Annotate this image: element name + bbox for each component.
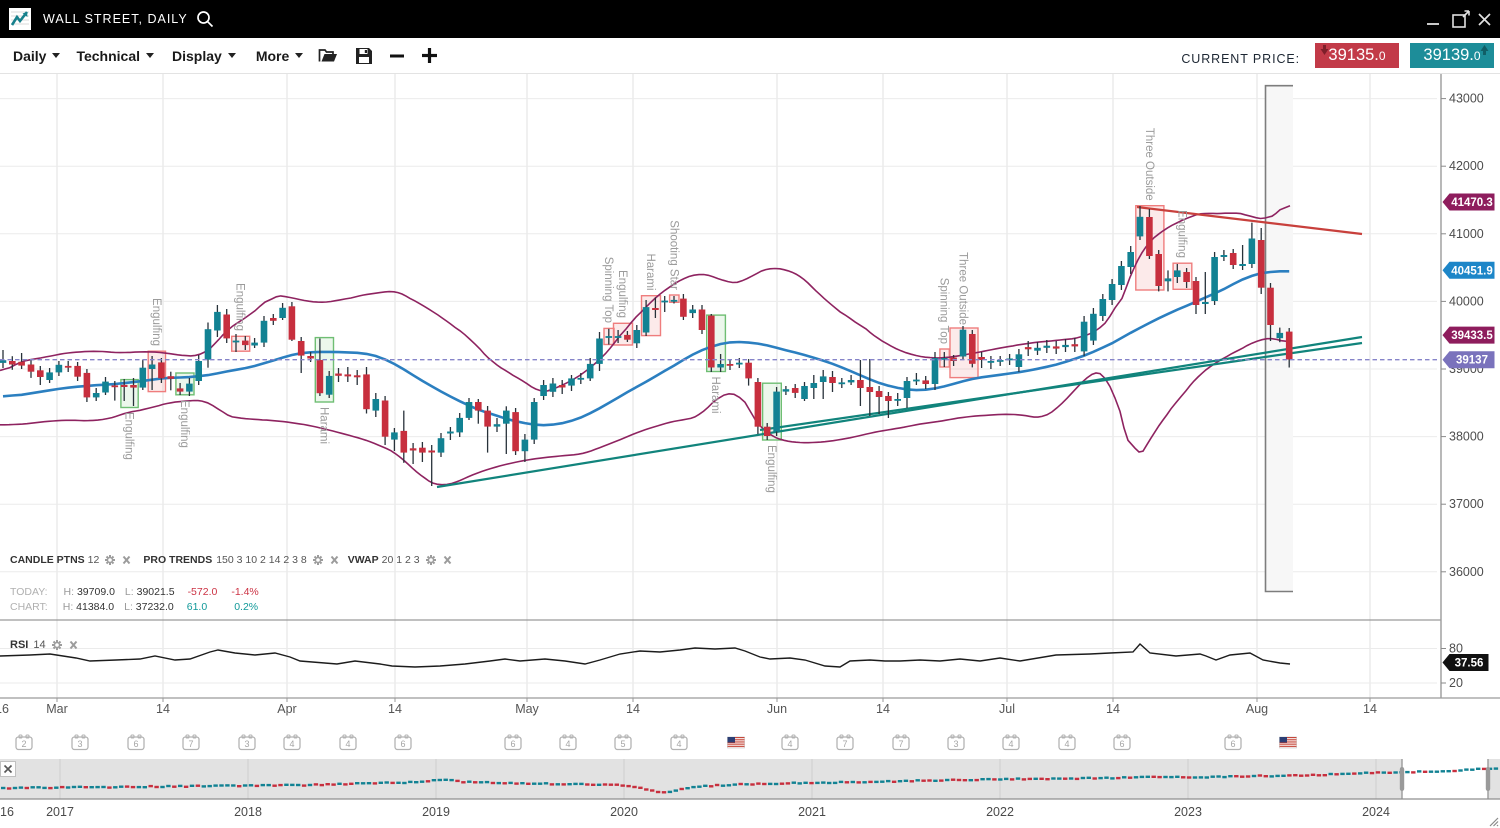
svg-text:Engulfing: Engulfing [178,400,190,448]
svg-text:Engulfing: Engulfing [234,283,246,331]
svg-text:Harami: Harami [709,377,721,414]
svg-text:4: 4 [1064,739,1069,749]
svg-text:41000: 41000 [1449,227,1484,241]
svg-text:Aug: Aug [1246,702,1268,716]
svg-text:Engulfing: Engulfing [616,270,628,318]
svg-text:6: 6 [1230,739,1235,749]
svg-text:7: 7 [842,739,847,749]
svg-text:4: 4 [676,739,681,749]
svg-text:16: 16 [0,805,14,819]
svg-text:14: 14 [1363,702,1377,716]
svg-text:6: 6 [400,739,405,749]
svg-text:Harami: Harami [644,253,656,290]
svg-text:7: 7 [898,739,903,749]
svg-text:14: 14 [388,702,402,716]
svg-text:3: 3 [77,739,82,749]
svg-text:2020: 2020 [610,805,638,819]
svg-text:Engulfing: Engulfing [150,298,162,346]
svg-text:16: 16 [0,702,9,716]
svg-text:4: 4 [1008,739,1013,749]
svg-text:14: 14 [626,702,640,716]
svg-text:38000: 38000 [1449,430,1484,444]
svg-text:43000: 43000 [1449,92,1484,106]
svg-text:4: 4 [565,739,570,749]
svg-text:2021: 2021 [798,805,826,819]
svg-text:39137: 39137 [1456,355,1488,367]
svg-text:May: May [515,702,539,716]
svg-text:5: 5 [620,739,625,749]
svg-text:Engulfing: Engulfing [765,445,777,493]
svg-text:Three Outside: Three Outside [1143,128,1155,201]
svg-text:6: 6 [1119,739,1124,749]
svg-text:3: 3 [244,739,249,749]
svg-text:Spinning Top: Spinning Top [602,257,614,323]
svg-text:36000: 36000 [1449,565,1484,579]
svg-text:Mar: Mar [46,702,68,716]
svg-text:14: 14 [1106,702,1120,716]
svg-text:Spinning Top: Spinning Top [938,278,950,344]
svg-text:20: 20 [1449,676,1463,690]
svg-text:2022: 2022 [986,805,1014,819]
svg-text:2023: 2023 [1174,805,1202,819]
svg-text:Jun: Jun [767,702,787,716]
svg-text:Engulfing: Engulfing [1175,210,1187,258]
svg-text:7: 7 [188,739,193,749]
svg-text:14: 14 [876,702,890,716]
svg-text:14: 14 [156,702,170,716]
svg-text:37.56: 37.56 [1455,658,1484,670]
svg-text:40451.9: 40451.9 [1451,265,1493,277]
svg-text:2019: 2019 [422,805,450,819]
svg-text:Engulfing: Engulfing [123,412,135,460]
svg-text:Harami: Harami [317,407,329,444]
svg-text:2024: 2024 [1362,805,1390,819]
svg-text:3: 3 [953,739,958,749]
svg-text:Shooting Star: Shooting Star [667,220,679,290]
svg-text:80: 80 [1449,642,1463,656]
svg-text:6: 6 [133,739,138,749]
svg-text:4: 4 [289,739,294,749]
svg-text:6: 6 [510,739,515,749]
svg-text:4: 4 [345,739,350,749]
svg-text:Jul: Jul [999,702,1015,716]
svg-text:Three Outside: Three Outside [957,252,969,325]
svg-text:Apr: Apr [277,702,296,716]
svg-text:2017: 2017 [46,805,74,819]
svg-text:40000: 40000 [1449,294,1484,308]
svg-text:39433.5: 39433.5 [1451,330,1493,342]
svg-text:42000: 42000 [1449,159,1484,173]
svg-text:4: 4 [787,739,792,749]
svg-text:41470.3: 41470.3 [1451,197,1493,209]
svg-text:2: 2 [21,739,26,749]
svg-text:2018: 2018 [234,805,262,819]
svg-text:37000: 37000 [1449,497,1484,511]
